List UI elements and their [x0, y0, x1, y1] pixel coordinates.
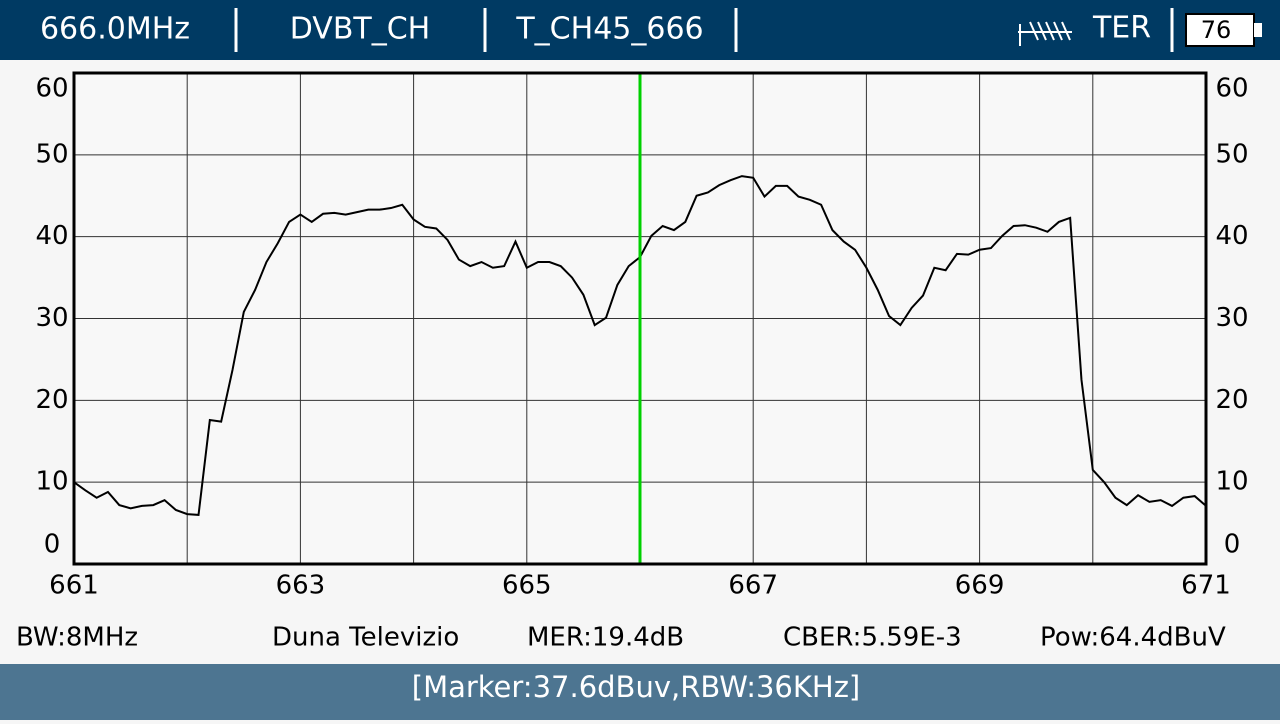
antenna-icon	[1018, 21, 1072, 46]
power: Pow:64.4dBuV	[1040, 623, 1226, 653]
y-tick-label: 10	[35, 467, 68, 497]
x-tick-label: 667	[728, 571, 778, 601]
x-tick-label: 665	[502, 571, 552, 601]
y-tick-label: 0	[44, 530, 61, 560]
channel: T_CH45_666	[515, 12, 703, 47]
y-tick-label: 40	[35, 221, 68, 251]
y2-tick-label: 20	[1215, 385, 1248, 415]
y-tick-label: 30	[35, 303, 68, 333]
y2-tick-label: 40	[1215, 221, 1248, 251]
plot: 0 0 10 10 20 20 30 30 40 40 50 50 60 60 661 663 665 667 66…	[35, 71, 1249, 601]
bandwidth: BW:8MHz	[16, 623, 138, 653]
y2-tick-label: 10	[1215, 467, 1248, 497]
info-row: BW:8MHz Duna Televizio MER:19.4dB CBER:5…	[16, 623, 1226, 653]
y-tick-label: 20	[35, 385, 68, 415]
x-tick-label: 669	[955, 571, 1005, 601]
x-tick-label: 661	[49, 571, 99, 601]
mode: DVBT_CH	[290, 12, 431, 47]
y2-tick-label: 0	[1224, 530, 1241, 560]
band: TER	[1092, 11, 1151, 46]
marker-status: [Marker:37.6dBuv,RBW:36KHz]	[412, 670, 860, 704]
battery-level: 76	[1201, 16, 1232, 44]
header-bar	[0, 0, 1280, 60]
y2-tick-label: 60	[1215, 74, 1248, 104]
y2-tick-label: 30	[1215, 303, 1248, 333]
y2-tick-label: 50	[1215, 139, 1248, 169]
y-tick-label: 60	[35, 74, 68, 104]
footer-bar	[0, 664, 1280, 720]
cber: CBER:5.59E-3	[783, 623, 962, 653]
x-tick-label: 671	[1181, 571, 1231, 601]
battery-tip	[1254, 23, 1262, 37]
frequency: 666.0MHz	[40, 12, 190, 47]
y-tick-label: 50	[35, 139, 68, 169]
x-tick-label: 663	[276, 571, 326, 601]
plot-frame	[72, 71, 1208, 566]
service: Duna Televizio	[272, 623, 459, 653]
mer: MER:19.4dB	[527, 623, 684, 653]
